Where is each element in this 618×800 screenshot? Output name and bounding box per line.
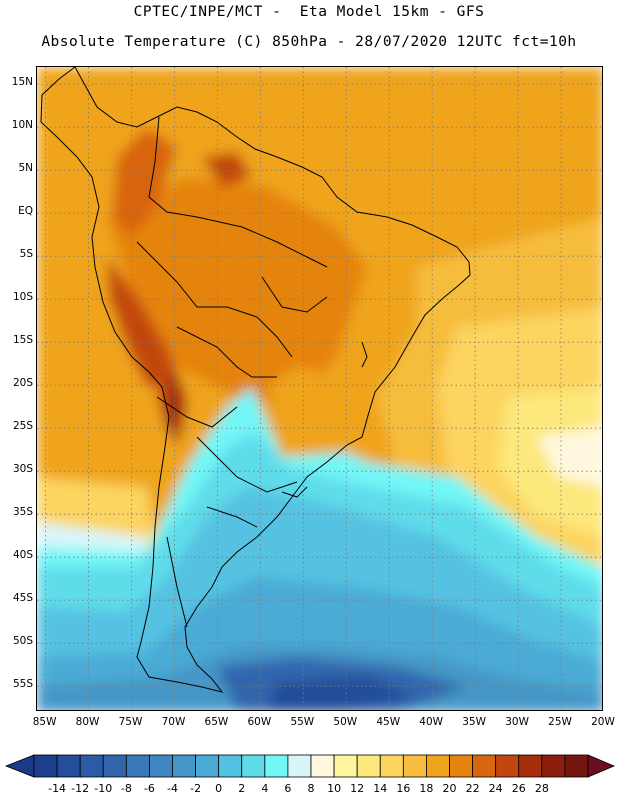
colorbar-swatch	[264, 754, 289, 778]
colorbar-tick-label: 0	[215, 782, 223, 795]
colorbar-tick-label: 26	[511, 782, 526, 795]
colorbar-swatch	[195, 754, 220, 778]
lon-tick-label: 35W	[462, 716, 486, 728]
colorbar-swatch	[79, 754, 104, 778]
colorbar-swatch	[426, 754, 450, 778]
colorbar-tick-label: 2	[238, 782, 246, 795]
colorbar-swatch	[333, 754, 358, 778]
colorbar-swatch	[125, 754, 150, 778]
colorbar-swatch	[102, 754, 127, 778]
lat-tick-label: 25S	[12, 420, 33, 433]
lon-tick-label: 65W	[204, 716, 229, 728]
lon-tick-label: 55W	[290, 716, 315, 728]
colorbar-tick-label: 12	[350, 782, 365, 795]
map-title: CPTEC/INPE/MCT - Eta Model 15km - GFS	[133, 4, 485, 20]
lon-tick-label: 45W	[376, 716, 401, 728]
lat-tick-label: 30S	[12, 463, 33, 476]
colorbar-tick-label: -14	[48, 782, 67, 795]
colorbar-tick-label: -8	[120, 782, 132, 795]
colorbar-swatch	[379, 754, 404, 778]
temperature-field	[37, 67, 602, 710]
colorbar-swatch	[449, 754, 473, 778]
colorbar-under-arrow	[4, 754, 35, 778]
lat-tick-label: 10S	[12, 291, 33, 304]
colorbar-tick-label: 18	[419, 782, 434, 795]
colorbar-swatch	[564, 754, 589, 778]
colorbar	[0, 748, 618, 800]
colorbar-tick-label: 20	[442, 782, 457, 795]
lon-tick-label: 80W	[75, 716, 100, 728]
lat-tick-label: 55S	[12, 678, 33, 691]
lat-tick-label: 15S	[12, 334, 33, 347]
lon-tick-label: 20W	[591, 716, 615, 728]
colorbar-tick-label: 6	[284, 782, 292, 795]
coastline-and-borders	[40, 67, 471, 693]
colorbar-tick-label: -12	[71, 782, 90, 795]
lon-tick-label: 30W	[505, 716, 529, 728]
colorbar-tick-label: -10	[94, 782, 113, 795]
colorbar-swatch	[518, 754, 543, 778]
lat-tick-label: 5S	[19, 248, 33, 261]
lat-tick-label: 10N	[11, 119, 33, 132]
colorbar-swatch	[149, 754, 173, 778]
colorbar-swatch	[472, 754, 497, 778]
colorbar-tick-label: 8	[307, 782, 315, 795]
lon-tick-label: 40W	[419, 716, 444, 728]
lon-tick-label: 25W	[548, 716, 572, 728]
lon-tick-label: 60W	[247, 716, 272, 728]
colorbar-tick-label: 24	[488, 782, 503, 795]
colorbar-swatch	[310, 754, 335, 778]
colorbar-over-arrow	[587, 754, 616, 778]
map-subtitle: Absolute Temperature (C) 850hPa - 28/07/…	[41, 34, 577, 50]
colorbar-swatch	[218, 754, 243, 778]
temperature-map[interactable]	[36, 66, 603, 711]
lon-tick-label: 75W	[118, 716, 143, 728]
colorbar-tick-label: 4	[261, 782, 269, 795]
colorbar-tick-label: -6	[143, 782, 155, 795]
colorbar-swatch	[56, 754, 81, 778]
lat-tick-label: 5N	[18, 162, 33, 175]
colorbar-tick-label: -4	[167, 782, 178, 795]
colorbar-swatch	[402, 754, 427, 778]
colorbar-swatch	[495, 754, 520, 778]
colorbar-swatch	[541, 754, 566, 778]
lat-tick-label: 35S	[12, 506, 33, 519]
colorbar-swatch	[241, 754, 266, 778]
lon-tick-label: 85W	[32, 716, 57, 728]
lat-tick-label: 15N	[11, 76, 33, 89]
grid-lines	[37, 67, 602, 710]
lon-tick-label: 70W	[161, 716, 186, 728]
colorbar-swatch	[172, 754, 196, 778]
lon-tick-label: 50W	[333, 716, 358, 728]
colorbar-tick-label: 14	[373, 782, 388, 795]
colorbar-tick-label: 16	[396, 782, 411, 795]
colorbar-tick-label: 10	[327, 782, 342, 795]
colorbar-tick-label: 28	[534, 782, 549, 795]
colorbar-swatch	[33, 754, 58, 778]
colorbar-swatch	[287, 754, 312, 778]
lat-tick-label: EQ	[18, 205, 33, 218]
colorbar-tick-label: 22	[465, 782, 480, 795]
lat-tick-label: 40S	[12, 549, 33, 562]
colorbar-swatch	[356, 754, 381, 778]
colorbar-tick-label: -2	[190, 782, 202, 795]
lat-tick-label: 50S	[12, 635, 33, 648]
lat-tick-label: 45S	[12, 592, 33, 605]
lat-tick-label: 20S	[12, 377, 33, 390]
